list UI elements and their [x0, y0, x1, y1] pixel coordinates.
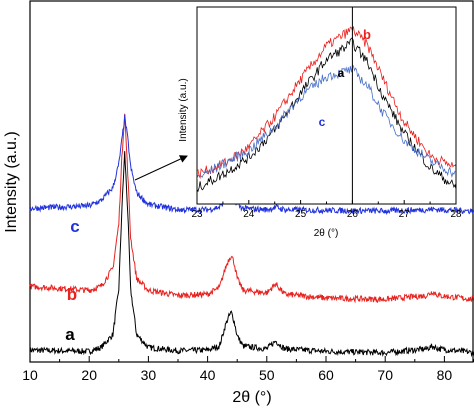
curve-label-c: c	[70, 217, 79, 236]
main-x-tick-label: 30	[141, 367, 157, 383]
main-x-tick-label: 70	[377, 367, 393, 383]
inset-curve-label-b: b	[363, 27, 371, 42]
inset-curve-label-a: a	[338, 66, 345, 80]
main-x-axis-label: 2θ (°)	[232, 389, 271, 406]
inset-pointer-arrow	[134, 155, 188, 181]
inset-x-tick-label: 26	[347, 209, 359, 220]
inset-series-b-line	[197, 26, 456, 180]
series-c-line	[29, 114, 474, 216]
main-x-tick-label: 60	[318, 367, 334, 383]
inset-x-tick-label: 28	[450, 209, 462, 220]
main-x-tick-label: 40	[200, 367, 216, 383]
series-a-line	[29, 151, 474, 358]
main-y-axis-label: Intensity (a.u.)	[3, 131, 20, 232]
inset-x-tick-label: 23	[191, 209, 203, 220]
inset-y-axis-label: Intensity (a.u.)	[178, 78, 189, 141]
inset-plot-frame	[196, 6, 457, 205]
main-x-tick-label: 20	[81, 367, 97, 383]
curve-label-a: a	[65, 325, 75, 344]
main-x-tick-label: 10	[22, 367, 38, 383]
inset-x-tick-label: 24	[243, 209, 255, 220]
main-x-tick-label: 50	[259, 367, 275, 383]
inset-curve-label-c: c	[319, 115, 326, 129]
curve-label-b: b	[67, 285, 77, 304]
inset-series-group	[197, 26, 456, 193]
inset-series-c-line	[197, 64, 456, 180]
inset-x-tick-label: 25	[295, 209, 307, 220]
main-plot-frame	[29, 0, 474, 363]
inset-x-tick-label: 27	[399, 209, 411, 220]
inset-x-axis-label: 2θ (°)	[314, 228, 339, 239]
series-b-line	[29, 113, 474, 304]
main-x-tick-label: 80	[437, 367, 453, 383]
